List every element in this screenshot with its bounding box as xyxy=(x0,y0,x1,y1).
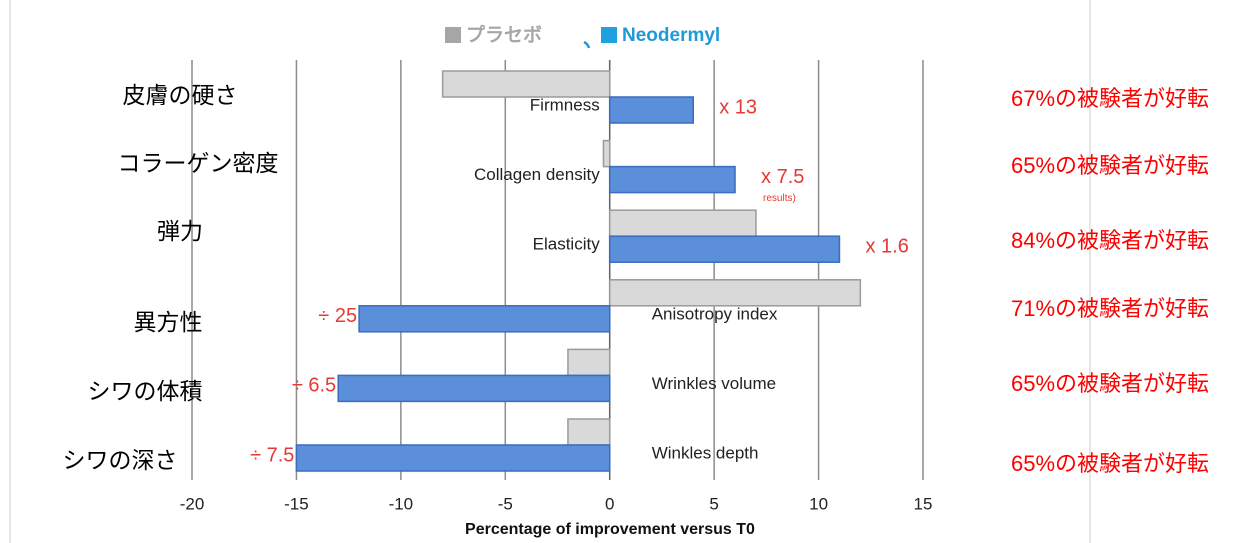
legend-separator xyxy=(583,40,591,49)
x-tick-label: -5 xyxy=(498,494,513,513)
ratio-label: x 13 xyxy=(719,96,757,118)
x-tick-label: -15 xyxy=(284,494,309,513)
ratio-label: ÷ 7.5 xyxy=(250,444,294,466)
right-note: 65%の被験者が好転 xyxy=(1011,451,1209,476)
bar xyxy=(608,209,757,237)
bar xyxy=(441,70,611,98)
bar xyxy=(295,444,611,472)
ratio-label: x 7.5 xyxy=(761,166,804,188)
bar xyxy=(608,235,841,263)
bar xyxy=(602,139,611,168)
x-tick-label: 10 xyxy=(809,494,828,513)
ratio-label: ÷ 6.5 xyxy=(292,375,336,397)
ratio-label: x 1.6 xyxy=(865,235,908,257)
bar xyxy=(358,305,611,333)
category-label: Wrinkles volume xyxy=(652,374,776,393)
bar xyxy=(608,165,736,194)
right-note: 67%の被験者が好転 xyxy=(1011,86,1209,111)
legend-label: Neodermyl xyxy=(622,25,720,46)
category-label-ja: 皮膚の硬さ xyxy=(123,82,238,108)
legend-swatch xyxy=(445,27,461,43)
category-label: Firmness xyxy=(530,95,600,114)
category-label-ja: 異方性 xyxy=(134,309,203,335)
x-tick-label: 5 xyxy=(709,494,718,513)
x-tick-label: 0 xyxy=(605,494,614,513)
bar xyxy=(608,279,862,307)
legend-swatch xyxy=(601,27,617,43)
bar xyxy=(608,96,695,124)
category-label: Elasticity xyxy=(533,235,601,254)
bar xyxy=(567,348,611,377)
right-note: 71%の被験者が好転 xyxy=(1011,296,1209,321)
x-tick-label: -10 xyxy=(389,494,414,513)
ratio-note: results) xyxy=(763,193,796,204)
x-axis-label: Percentage of improvement versus T0 xyxy=(465,521,755,538)
right-note: 84%の被験者が好転 xyxy=(1011,228,1209,253)
ratio-label: ÷ 25 xyxy=(318,305,357,327)
category-label: Anisotropy index xyxy=(652,304,778,323)
category-label-ja: 弾力 xyxy=(157,218,203,244)
x-tick-label: 15 xyxy=(914,494,933,513)
right-note: 65%の被験者が好転 xyxy=(1011,371,1209,396)
bar xyxy=(337,374,611,403)
category-label-ja: コラーゲン密度 xyxy=(118,150,279,176)
right-note: 65%の被験者が好転 xyxy=(1011,153,1209,178)
category-label-ja: シワの体積 xyxy=(88,378,203,404)
bar xyxy=(567,418,611,446)
category-label-ja: シワの深さ xyxy=(63,447,178,473)
x-tick-label: -20 xyxy=(180,494,205,513)
legend-label: プラセボ xyxy=(466,23,542,46)
category-label: Winkles depth xyxy=(652,443,759,462)
category-label: Collagen density xyxy=(474,165,600,184)
